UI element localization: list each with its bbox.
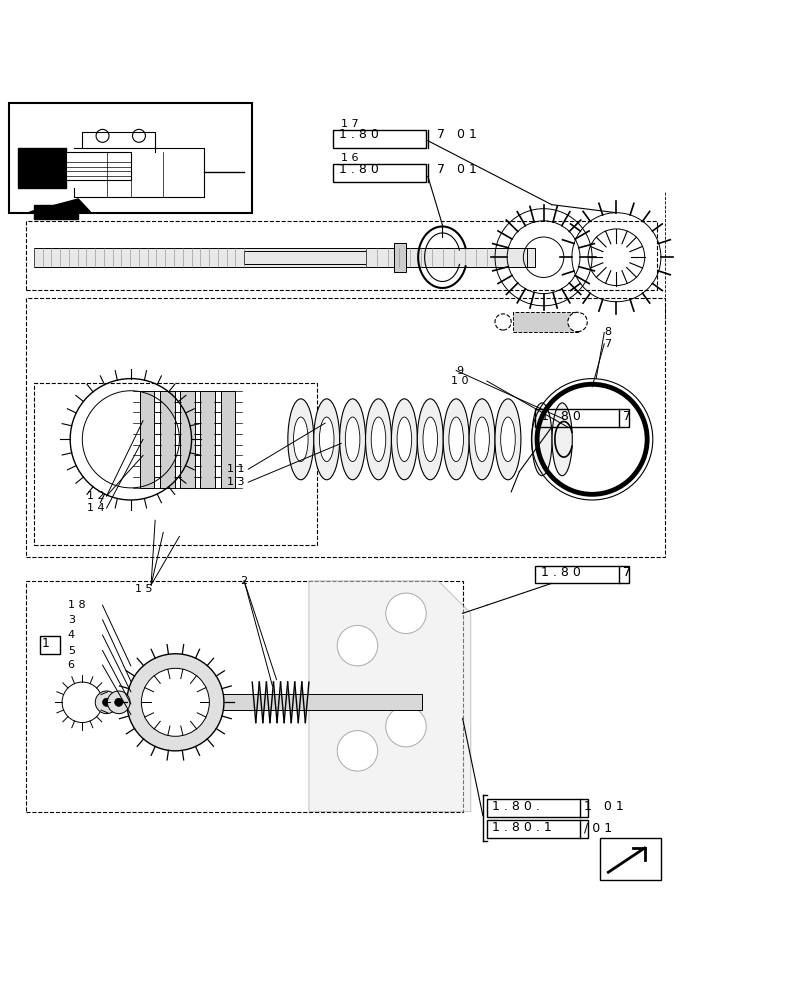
Ellipse shape [551, 403, 572, 476]
Bar [26, 298, 664, 557]
Text: / 0 1: / 0 1 [583, 821, 611, 834]
Bar [26, 581, 462, 812]
Text: 5: 5 [67, 646, 75, 656]
Circle shape [107, 691, 130, 714]
Bar [200, 391, 215, 488]
Circle shape [141, 668, 209, 736]
Bar [333, 130, 426, 148]
Text: 1 . 8 0: 1 . 8 0 [338, 128, 378, 141]
Bar [41, 636, 60, 654]
Bar [34, 205, 78, 219]
Circle shape [337, 625, 377, 666]
Text: 1 5: 1 5 [135, 584, 152, 594]
Bar [66, 152, 131, 180]
Bar [26, 221, 656, 290]
Text: 6: 6 [67, 660, 75, 670]
Bar [487, 799, 587, 817]
Circle shape [337, 731, 377, 771]
Text: 1   0 1: 1 0 1 [583, 800, 623, 813]
Bar [534, 409, 628, 427]
Ellipse shape [365, 399, 391, 480]
Bar [333, 164, 426, 182]
Text: 4: 4 [67, 630, 75, 640]
Text: 1 . 8 0 .: 1 . 8 0 . [491, 800, 539, 813]
Ellipse shape [371, 417, 385, 462]
Circle shape [62, 682, 102, 723]
Ellipse shape [443, 399, 469, 480]
Text: 1 1: 1 1 [226, 464, 244, 474]
Bar [160, 391, 174, 488]
Text: 1 0: 1 0 [451, 376, 468, 386]
Text: 1 6: 1 6 [341, 153, 358, 163]
Bar [599, 838, 660, 880]
Text: 3: 3 [67, 615, 75, 625]
Text: 1 . 8 0: 1 . 8 0 [540, 566, 581, 579]
Text: 8: 8 [603, 327, 611, 337]
Polygon shape [30, 199, 90, 212]
Ellipse shape [339, 399, 365, 480]
Polygon shape [308, 581, 470, 812]
Text: 1: 1 [42, 637, 49, 650]
Text: 1 4: 1 4 [88, 503, 105, 513]
Text: 1 2: 1 2 [88, 491, 105, 501]
Bar [18, 148, 66, 188]
Ellipse shape [391, 399, 417, 480]
Ellipse shape [293, 417, 307, 462]
Ellipse shape [313, 399, 339, 480]
Ellipse shape [345, 417, 359, 462]
Text: 1 3: 1 3 [226, 477, 244, 487]
Ellipse shape [287, 399, 313, 480]
Circle shape [385, 593, 426, 634]
Bar [180, 391, 195, 488]
Bar [365, 248, 526, 267]
Bar [221, 391, 235, 488]
Text: 7   0 1: 7 0 1 [436, 163, 476, 176]
Circle shape [102, 698, 110, 706]
Bar [513, 312, 577, 332]
Ellipse shape [531, 403, 551, 476]
Text: 1 . 8 0: 1 . 8 0 [540, 410, 581, 423]
Bar [139, 391, 154, 488]
Text: 1 . 8 0: 1 . 8 0 [338, 163, 378, 176]
Bar [10, 103, 252, 213]
Circle shape [114, 698, 122, 706]
Ellipse shape [397, 417, 411, 462]
Text: 9: 9 [456, 366, 463, 376]
Bar [139, 694, 422, 710]
Ellipse shape [495, 399, 521, 480]
Circle shape [127, 654, 224, 751]
Circle shape [95, 691, 118, 714]
Text: 1 . 8 0 . 1: 1 . 8 0 . 1 [491, 821, 551, 834]
Bar [487, 820, 587, 838]
Circle shape [385, 706, 426, 747]
Bar [34, 383, 316, 545]
Circle shape [567, 312, 586, 332]
Text: 7: 7 [622, 410, 630, 423]
Bar [393, 243, 406, 272]
Ellipse shape [500, 417, 515, 462]
Bar [244, 251, 365, 264]
Ellipse shape [469, 399, 495, 480]
Ellipse shape [423, 417, 437, 462]
Ellipse shape [417, 399, 443, 480]
Text: 7   0 1: 7 0 1 [436, 128, 476, 141]
Ellipse shape [448, 417, 463, 462]
Bar [534, 566, 628, 583]
Text: 7: 7 [603, 339, 611, 349]
Text: 7: 7 [622, 566, 630, 579]
Ellipse shape [319, 417, 333, 462]
Text: 1 7: 1 7 [341, 119, 358, 129]
Text: 1 8: 1 8 [67, 600, 85, 610]
Bar [34, 248, 534, 267]
Circle shape [495, 314, 511, 330]
Ellipse shape [474, 417, 489, 462]
Text: 2: 2 [240, 576, 247, 586]
